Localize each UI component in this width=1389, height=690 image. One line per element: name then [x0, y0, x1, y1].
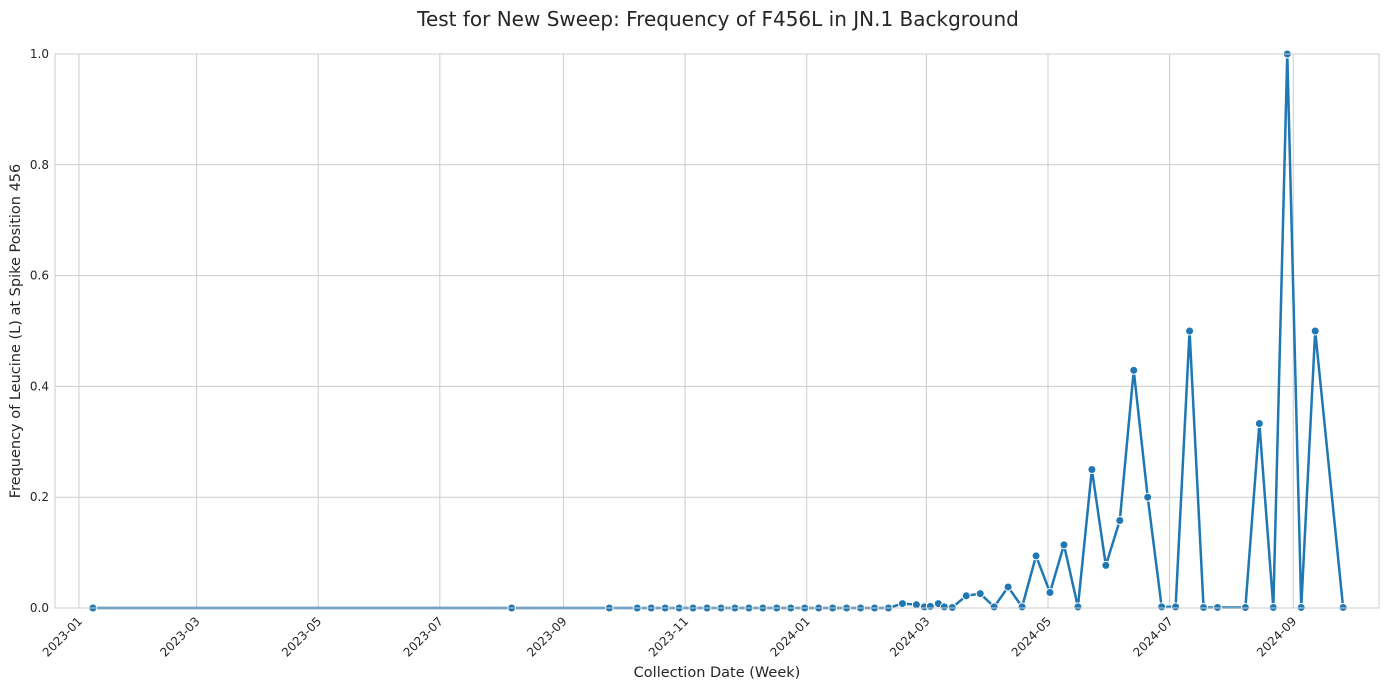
- data-point: [1185, 326, 1195, 336]
- data-point: [1045, 587, 1055, 597]
- data-point: [925, 601, 935, 611]
- data-point: [1296, 602, 1306, 612]
- y-tick-label: 0.6: [30, 269, 49, 283]
- data-point: [1212, 602, 1222, 612]
- data-point: [961, 591, 971, 601]
- data-point: [1087, 465, 1097, 474]
- data-point: [1017, 602, 1027, 612]
- data-point: [1268, 602, 1278, 612]
- y-tick-label: 0.4: [30, 379, 49, 393]
- x-axis-label: Collection Date (Week): [634, 665, 801, 681]
- y-tick-label: 0.2: [30, 490, 49, 504]
- y-tick-label: 1.0: [30, 47, 49, 61]
- data-point: [1059, 540, 1069, 550]
- data-point: [1031, 551, 1041, 561]
- data-point: [1073, 602, 1083, 612]
- y-axis-ticks: 0.0 0.2 0.4 0.6 0.8 1.0: [30, 47, 49, 615]
- data-point-layer: [88, 49, 1348, 613]
- data-point: [911, 600, 921, 610]
- data-point: [939, 602, 949, 612]
- data-point: [1199, 602, 1209, 612]
- data-point: [1254, 419, 1264, 429]
- data-point: [1003, 582, 1013, 592]
- data-point: [1115, 515, 1125, 525]
- data-point: [1171, 602, 1181, 612]
- chart-title: Test for New Sweep: Frequency of F456L i…: [416, 7, 1019, 31]
- data-point: [1310, 326, 1320, 336]
- data-point: [1157, 602, 1167, 612]
- data-point: [897, 599, 907, 609]
- data-point: [989, 602, 999, 612]
- y-tick-label: 0.0: [30, 601, 49, 615]
- data-point: [975, 589, 985, 599]
- data-point: [1129, 365, 1139, 375]
- data-point: [1101, 560, 1111, 570]
- data-point: [947, 602, 957, 612]
- data-point: [1240, 602, 1250, 612]
- data-point: [1338, 602, 1348, 612]
- grid: [55, 54, 1379, 608]
- plot-frame: [54, 53, 1380, 609]
- y-tick-label: 0.8: [30, 158, 49, 172]
- y-axis-label: Frequency of Leucine (L) at Spike Positi…: [8, 164, 24, 499]
- data-point: [1143, 492, 1153, 502]
